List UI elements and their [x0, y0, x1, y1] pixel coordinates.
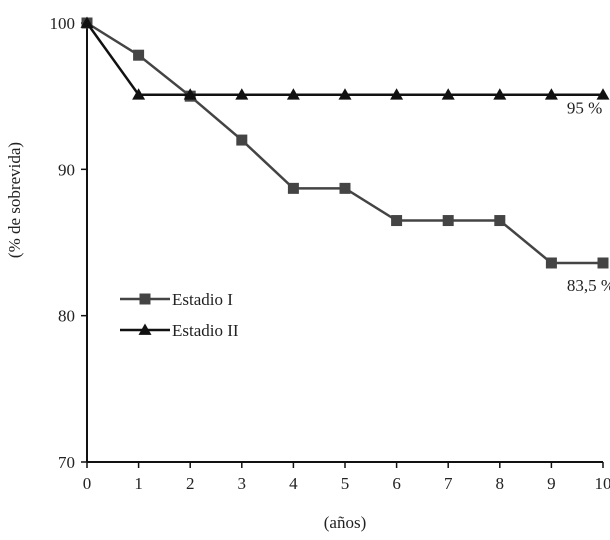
data-point-1-8	[493, 88, 507, 100]
axes: 0 1 2 3 4 5 6 7 8 9 10 70 80 90 100	[50, 14, 610, 493]
data-point-0-7	[442, 215, 454, 227]
x-tick-label-8: 8	[496, 474, 505, 493]
data-point-1-5	[338, 88, 352, 100]
data-point-0-1	[133, 49, 145, 61]
legend-item-0: Estadio I	[120, 290, 233, 309]
legend-marker-0	[139, 293, 151, 305]
data-point-0-6	[391, 215, 403, 227]
data-point-0-9	[545, 257, 557, 269]
x-tick-label-6: 6	[392, 474, 401, 493]
data-point-1-3	[235, 88, 249, 100]
data-point-1-9	[544, 88, 558, 100]
legend: Estadio I Estadio II	[120, 290, 239, 340]
series-line-1	[85, 22, 603, 96]
data-point-0-4	[287, 182, 299, 194]
data-point-1-7	[441, 88, 455, 100]
legend-item-1: Estadio II	[120, 321, 239, 340]
x-tick-label-10: 10	[595, 474, 610, 493]
data-point-0-8	[494, 215, 506, 227]
legend-label-0: Estadio I	[172, 290, 233, 309]
legend-marker-1	[138, 323, 152, 335]
data-point-1-0	[80, 16, 94, 28]
x-tick-label-7: 7	[444, 474, 453, 493]
x-tick-label-5: 5	[341, 474, 350, 493]
data-point-1-4	[286, 88, 300, 100]
y-tick-label-1: 80	[58, 307, 75, 326]
annotation-layer: 95 % 83,5 %	[567, 99, 610, 295]
x-tick-label-4: 4	[289, 474, 298, 493]
series-line-0	[86, 21, 603, 265]
series-layer	[80, 16, 610, 269]
data-point-1-6	[390, 88, 404, 100]
x-axis-title: (años)	[324, 513, 366, 532]
y-tick-label-2: 90	[58, 160, 75, 179]
y-tick-label-0: 70	[58, 453, 75, 472]
x-tick-label-9: 9	[547, 474, 556, 493]
x-tick-label-0: 0	[83, 474, 92, 493]
y-tick-label-3: 100	[50, 14, 76, 33]
annotation-label-1: 83,5 %	[567, 276, 610, 295]
data-point-1-2	[183, 88, 197, 100]
data-point-1-1	[132, 88, 146, 100]
series-estadio-ii	[80, 16, 610, 100]
x-tick-label-3: 3	[238, 474, 247, 493]
x-tick-label-1: 1	[134, 474, 143, 493]
data-point-0-5	[339, 182, 351, 194]
series-estadio-i	[81, 17, 609, 269]
annotation-label-0: 95 %	[567, 99, 602, 118]
x-tick-label-2: 2	[186, 474, 195, 493]
data-point-1-10	[596, 88, 610, 100]
data-point-0-10	[597, 257, 609, 269]
y-axis-title: (% de sobrevida)	[5, 142, 24, 258]
legend-label-1: Estadio II	[172, 321, 239, 340]
data-point-0-3	[236, 134, 248, 146]
